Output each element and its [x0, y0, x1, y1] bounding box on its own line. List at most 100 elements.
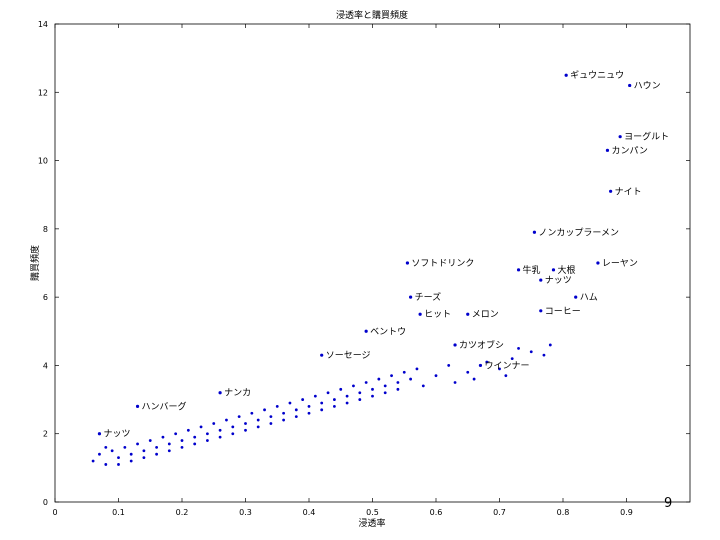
- data-point: [307, 405, 311, 408]
- data-point: [256, 425, 260, 429]
- data-point: [532, 230, 537, 234]
- data-point: [618, 135, 622, 139]
- data-point: [326, 391, 330, 395]
- y-tick-label: 12: [38, 88, 48, 97]
- y-tick-label: 4: [43, 361, 48, 370]
- data-point: [383, 384, 387, 388]
- data-point: [98, 452, 101, 456]
- data-point: [628, 83, 632, 88]
- data-point: [510, 357, 514, 360]
- point-label: ナンカ: [224, 388, 251, 399]
- data-point: [199, 425, 203, 429]
- data-point: [539, 278, 543, 282]
- point-label: ノンカップラーメン: [538, 227, 619, 238]
- labeled-point: ソフトドリンク: [405, 258, 474, 269]
- labeled-point: カンパン: [605, 145, 648, 156]
- labeled-point: カツオブシ: [453, 339, 504, 351]
- data-point: [371, 387, 374, 391]
- data-point: [193, 442, 197, 446]
- labeled-point: ウインナー: [478, 360, 529, 371]
- data-point: [498, 367, 501, 371]
- data-point: [135, 404, 140, 408]
- data-point: [218, 428, 222, 432]
- data-point: [142, 449, 146, 453]
- data-point: [466, 312, 470, 316]
- data-point: [421, 384, 425, 388]
- data-point: [307, 411, 311, 415]
- point-label: ソーセージ: [326, 350, 371, 361]
- data-point: [352, 384, 355, 388]
- data-point: [345, 401, 349, 405]
- labeled-point: ソーセージ: [320, 350, 371, 361]
- data-point: [415, 367, 419, 371]
- data-point: [136, 442, 139, 446]
- data-point: [453, 343, 457, 347]
- point-label: メロン: [472, 310, 499, 320]
- point-label: ベントウ: [370, 326, 406, 337]
- point-label: カンパン: [611, 145, 647, 156]
- data-point: [605, 148, 610, 152]
- labeled-point: レーヤン: [596, 259, 638, 269]
- point-label: ギュウニュウ: [570, 70, 624, 81]
- x-tick-label: 0.2: [176, 508, 189, 517]
- labeled-point: チーズ: [409, 291, 441, 303]
- plot-area: [54, 23, 691, 503]
- data-point: [516, 268, 521, 272]
- data-point: [320, 408, 324, 412]
- data-point: [539, 309, 543, 313]
- data-point: [320, 401, 324, 405]
- data-point: [167, 442, 171, 446]
- point-label: ハウン: [634, 80, 661, 91]
- data-point: [333, 398, 336, 401]
- x-tick-label: 0.8: [557, 508, 570, 517]
- y-tick-label: 0: [43, 498, 48, 507]
- data-point: [358, 391, 362, 395]
- data-point: [231, 425, 235, 429]
- data-point: [596, 261, 600, 265]
- labeled-point: ハム: [574, 292, 598, 303]
- y-tick-label: 10: [38, 157, 48, 166]
- data-point: [405, 261, 410, 265]
- data-point: [256, 418, 260, 422]
- data-point: [180, 439, 184, 442]
- data-point: [333, 405, 336, 408]
- data-point: [551, 268, 556, 272]
- data-point: [117, 463, 120, 466]
- data-point: [294, 415, 298, 419]
- data-point: [609, 189, 613, 193]
- labeled-point: 大根: [551, 264, 575, 276]
- data-point: [237, 415, 241, 419]
- point-label: 牛乳: [523, 264, 541, 276]
- data-point: [301, 398, 305, 401]
- point-label: ハンバーグ: [142, 400, 187, 412]
- data-point: [466, 370, 470, 374]
- x-axis-label: 浸透率: [358, 517, 385, 529]
- y-axis-label: 購買頻度: [29, 245, 41, 281]
- data-point: [161, 435, 165, 439]
- data-point: [218, 391, 222, 395]
- data-point: [485, 360, 489, 364]
- labeled-point: ベントウ: [364, 326, 406, 337]
- data-point: [269, 415, 273, 419]
- data-point: [548, 343, 552, 347]
- labeled-point: ノンカップラーメン: [532, 227, 619, 238]
- data-point: [180, 445, 184, 449]
- data-point: [104, 445, 108, 449]
- labeled-point: 牛乳: [516, 264, 541, 276]
- y-tick-label: 6: [43, 293, 48, 302]
- data-point: [409, 295, 413, 299]
- data-point: [91, 459, 95, 463]
- data-point: [478, 363, 483, 368]
- data-point: [225, 418, 228, 422]
- data-point: [206, 439, 209, 442]
- point-label: コーヒー: [545, 306, 581, 317]
- data-point: [339, 387, 343, 391]
- labeled-point: ナイト: [609, 186, 642, 197]
- data-point: [244, 428, 247, 432]
- data-point: [294, 408, 298, 412]
- labeled-point: ヒット: [418, 309, 451, 320]
- y-tick-label: 2: [43, 430, 48, 439]
- labeled-point: コーヒー: [539, 306, 581, 317]
